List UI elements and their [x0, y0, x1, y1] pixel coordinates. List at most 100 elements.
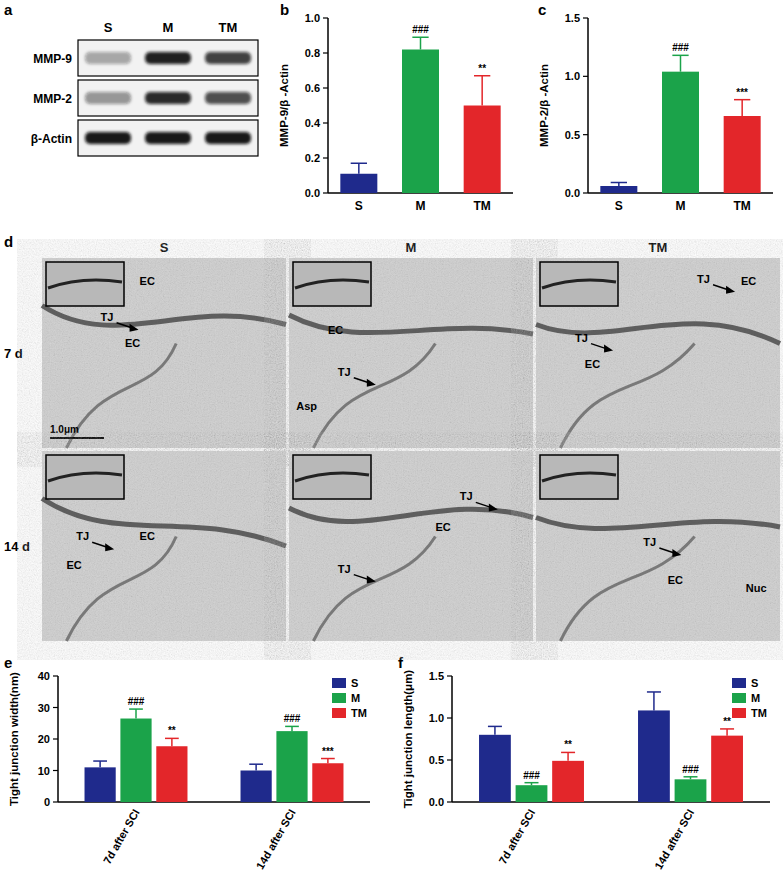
micrograph-label: EC — [435, 521, 450, 533]
y-tick — [53, 675, 58, 676]
error-bar — [611, 183, 627, 187]
inset — [293, 455, 371, 499]
marks — [600, 55, 760, 193]
micrograph-label: EC — [668, 574, 683, 586]
micrograph-label: TJ — [76, 530, 89, 542]
significance-label: ** — [168, 725, 176, 736]
micrograph-label: TJ — [643, 536, 656, 548]
scale-bar-label: 1.0μm — [50, 424, 79, 435]
bar — [724, 116, 761, 193]
bar — [156, 746, 187, 802]
bar — [711, 736, 743, 802]
y-tick — [447, 801, 452, 802]
error-bar-stem — [567, 752, 569, 760]
inset-junction — [542, 280, 616, 288]
error-bar — [285, 726, 299, 731]
arrow-head — [105, 543, 114, 551]
y-tick — [583, 76, 588, 77]
row-label: β-Actin — [31, 132, 72, 146]
lane-label: TM — [219, 20, 238, 35]
panel-label: b — [280, 1, 289, 18]
membrane — [289, 508, 533, 522]
micrograph-grain — [289, 258, 533, 448]
y-tick — [583, 134, 588, 135]
error-bar — [672, 55, 688, 71]
blot-band — [145, 92, 191, 104]
lane-label: M — [163, 20, 174, 35]
y-tick-label: 0.8 — [305, 47, 320, 59]
micrograph-grain — [42, 451, 286, 641]
inset — [540, 262, 618, 306]
y-tick-label: 0.6 — [305, 82, 320, 94]
inset-junction — [48, 280, 122, 288]
error-bar-cap — [672, 55, 688, 57]
column-label: S — [160, 240, 169, 255]
micrograph-label: EC — [741, 275, 756, 287]
significance-label: ### — [682, 764, 699, 775]
error-bar-cap — [611, 182, 627, 184]
y-tick — [53, 801, 58, 802]
blot-band — [205, 52, 251, 64]
error-bar-stem — [358, 163, 360, 174]
y-tick-label: 1.0 — [565, 70, 580, 82]
y-tick-label: 40 — [38, 670, 50, 682]
y-tick-label: 20 — [38, 733, 50, 745]
error-bar — [525, 783, 539, 786]
error-bar — [129, 709, 143, 718]
bar — [276, 731, 307, 802]
error-bar-cap — [720, 728, 734, 730]
micrograph-label: EC — [140, 530, 155, 542]
legend-label: TM — [351, 707, 367, 719]
arrow-head — [367, 379, 376, 387]
error-bar-cap — [561, 752, 575, 754]
error-bar-cap — [165, 738, 179, 740]
y-tick-label: 0.0 — [429, 796, 444, 808]
error-bar — [321, 759, 335, 764]
error-bar — [93, 761, 107, 767]
y-tick-label: 0.4 — [305, 117, 321, 129]
blot-strip — [78, 40, 258, 76]
arrow-head — [130, 324, 139, 332]
blot-strip — [78, 120, 258, 156]
micrograph-bg — [289, 258, 533, 448]
y-tick-label: 0.5 — [565, 129, 580, 141]
micrograph: ECTJAsp — [289, 258, 533, 448]
significance-label: ### — [672, 42, 689, 53]
legend-swatch — [332, 708, 346, 718]
error-bar-stem — [481, 76, 483, 106]
bar — [552, 761, 584, 802]
blot-band — [85, 92, 131, 104]
micrograph: TJTJECEC — [536, 258, 780, 448]
y-tick — [583, 192, 588, 193]
significance-label: ### — [284, 713, 301, 724]
error-bar-cap — [412, 37, 428, 39]
significance-label: *** — [736, 87, 748, 98]
blot-band — [145, 52, 191, 64]
error-bar — [249, 764, 263, 770]
bar — [675, 779, 707, 802]
y-tick — [53, 707, 58, 708]
membrane — [42, 306, 286, 326]
membrane — [560, 537, 694, 642]
bar — [85, 767, 116, 802]
membrane — [289, 315, 533, 334]
inset-junction — [295, 280, 369, 288]
bar — [120, 719, 151, 802]
legend-swatch — [332, 678, 346, 688]
error-bar-stem — [171, 738, 173, 746]
micrograph-label: TJ — [338, 366, 351, 378]
panel-label: a — [4, 1, 13, 18]
y-tick-label: 1.0 — [429, 712, 444, 724]
chart: 010203040Tight junction width(nm)###**7d… — [8, 670, 370, 871]
micrographs: SMTM7 dECTJEC1.0μmECTJAspTJTJECEC14 dTJE… — [4, 240, 780, 641]
panel-label: e — [4, 654, 12, 671]
chart: 0.00.51.01.5Tight junction length(μm)###… — [402, 670, 770, 872]
micrograph-label: TJ — [697, 273, 710, 285]
row-label: MMP-9 — [33, 52, 72, 66]
micrograph-label: TJ — [101, 311, 114, 323]
legend-label: M — [751, 692, 760, 704]
legend-label: TM — [751, 707, 767, 719]
error-bar-cap — [321, 758, 335, 760]
blot: SMTMMMP-9MMP-2β-Actin — [31, 20, 258, 156]
inset-junction — [542, 473, 616, 481]
